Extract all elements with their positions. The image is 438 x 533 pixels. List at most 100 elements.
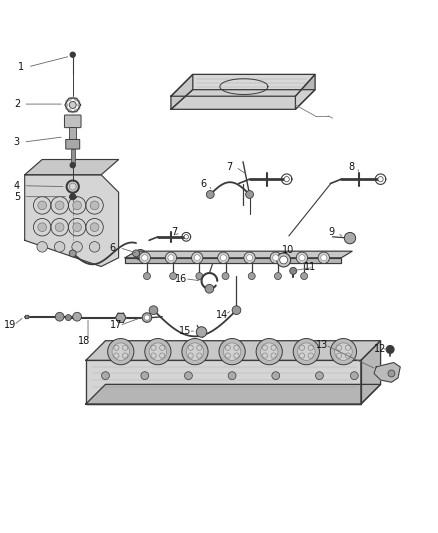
Circle shape (70, 193, 76, 200)
Circle shape (272, 372, 280, 379)
FancyBboxPatch shape (64, 115, 81, 128)
Bar (71, 149, 75, 164)
Polygon shape (66, 109, 73, 113)
Polygon shape (66, 97, 73, 101)
Polygon shape (125, 258, 341, 263)
Circle shape (149, 306, 158, 314)
Circle shape (232, 306, 241, 314)
Circle shape (182, 338, 208, 365)
Text: 16: 16 (175, 274, 187, 284)
Text: 2: 2 (14, 99, 20, 109)
Circle shape (270, 252, 282, 263)
Polygon shape (86, 384, 381, 404)
Polygon shape (73, 97, 80, 101)
Circle shape (344, 232, 356, 244)
Circle shape (102, 372, 110, 379)
Circle shape (297, 343, 315, 360)
Polygon shape (118, 313, 124, 318)
Circle shape (261, 343, 278, 360)
Circle shape (335, 343, 352, 360)
Polygon shape (121, 318, 126, 322)
Circle shape (244, 252, 255, 263)
Polygon shape (171, 75, 193, 109)
Circle shape (69, 250, 76, 257)
Circle shape (296, 252, 307, 263)
Text: 12: 12 (374, 344, 386, 353)
Polygon shape (295, 75, 315, 109)
Bar (69, 127, 76, 141)
Text: 17: 17 (110, 320, 122, 330)
Circle shape (73, 223, 81, 231)
Circle shape (149, 343, 166, 360)
Circle shape (89, 241, 100, 252)
Polygon shape (116, 318, 121, 322)
Text: 10: 10 (283, 245, 295, 255)
Circle shape (191, 252, 203, 263)
Circle shape (168, 255, 174, 261)
Circle shape (170, 272, 177, 280)
Text: 6: 6 (201, 180, 207, 189)
Circle shape (184, 372, 192, 379)
Circle shape (73, 312, 81, 321)
Polygon shape (118, 318, 124, 322)
Circle shape (300, 272, 307, 280)
Polygon shape (25, 315, 28, 318)
Text: 4: 4 (14, 181, 20, 191)
Polygon shape (66, 101, 67, 109)
Circle shape (299, 255, 305, 261)
Circle shape (186, 343, 204, 360)
FancyBboxPatch shape (66, 140, 80, 149)
Circle shape (378, 176, 383, 182)
Circle shape (90, 201, 99, 210)
Polygon shape (73, 109, 80, 113)
Circle shape (55, 201, 64, 210)
Circle shape (144, 272, 150, 280)
Circle shape (145, 315, 150, 320)
Circle shape (350, 372, 358, 379)
Text: 9: 9 (328, 228, 334, 237)
Circle shape (139, 252, 150, 263)
Text: 7: 7 (171, 228, 177, 237)
Circle shape (65, 314, 71, 321)
Polygon shape (78, 101, 80, 109)
Polygon shape (86, 360, 361, 404)
Circle shape (141, 372, 149, 379)
Circle shape (135, 249, 146, 260)
Circle shape (386, 345, 394, 353)
Text: 7: 7 (226, 162, 232, 172)
Polygon shape (86, 341, 381, 360)
Circle shape (73, 201, 81, 210)
Circle shape (246, 190, 254, 198)
Circle shape (70, 52, 75, 58)
Text: 1: 1 (18, 62, 24, 72)
Text: 6: 6 (110, 243, 116, 253)
Text: 15: 15 (179, 326, 191, 336)
Polygon shape (125, 251, 352, 258)
Circle shape (196, 327, 207, 337)
Circle shape (90, 223, 99, 231)
Circle shape (55, 312, 64, 321)
Circle shape (38, 223, 46, 231)
Circle shape (54, 241, 65, 252)
Polygon shape (171, 75, 315, 96)
Circle shape (280, 256, 288, 264)
Circle shape (184, 235, 188, 239)
Text: 5: 5 (14, 192, 20, 201)
Circle shape (293, 338, 319, 365)
Circle shape (388, 370, 395, 377)
Circle shape (321, 255, 327, 261)
Circle shape (290, 268, 297, 274)
Text: 8: 8 (348, 162, 354, 172)
Circle shape (196, 272, 203, 280)
Polygon shape (121, 313, 126, 318)
Circle shape (277, 253, 290, 267)
Text: 19: 19 (4, 320, 17, 330)
Circle shape (275, 272, 282, 280)
Circle shape (330, 338, 357, 365)
Circle shape (219, 338, 245, 365)
Circle shape (223, 343, 241, 360)
Circle shape (165, 252, 177, 263)
Circle shape (248, 272, 255, 280)
Circle shape (315, 372, 323, 379)
Circle shape (247, 255, 253, 261)
